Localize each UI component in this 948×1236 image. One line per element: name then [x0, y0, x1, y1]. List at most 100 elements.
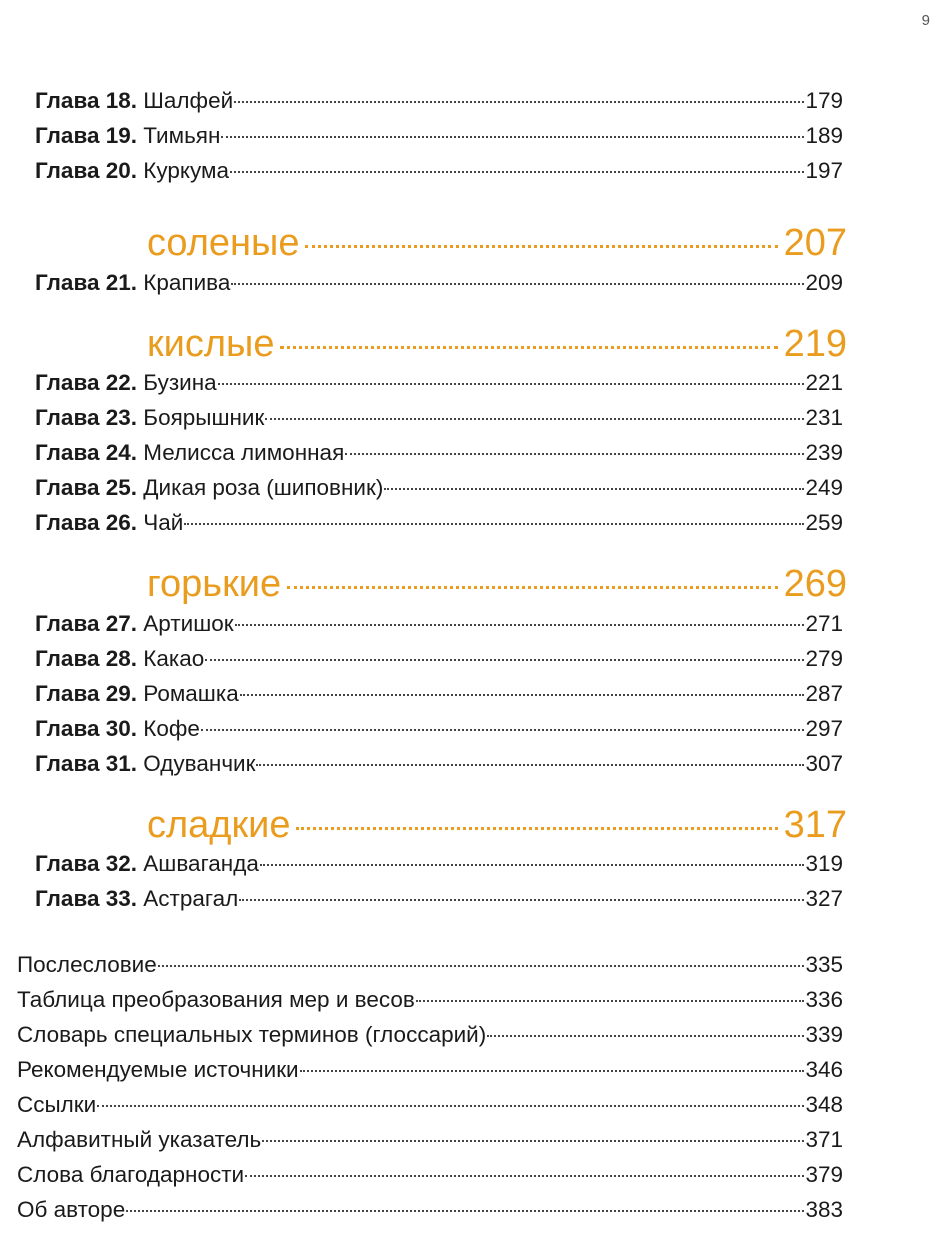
dot-leader [126, 1210, 805, 1212]
chapter-label: Глава 31. [35, 751, 138, 776]
chapter-page: 197 [805, 158, 843, 183]
page-number: 9 [921, 12, 930, 29]
toc-entry-chapter-23[interactable]: Глава 23. Боярышник 231 [35, 405, 843, 431]
dot-leader [200, 729, 805, 731]
entry-page: 339 [805, 1022, 843, 1047]
toc-entry-chapter-32[interactable]: Глава 32. Ашваганда 319 [35, 851, 843, 877]
chapter-label: Глава 28. [35, 646, 138, 671]
chapter-title: Чай [143, 510, 184, 535]
section-heading-bitter[interactable]: горькие 269 [147, 563, 847, 606]
entry-page: 346 [805, 1057, 843, 1082]
chapter-title: Дикая роза (шиповник) [143, 475, 384, 500]
dot-leader [231, 283, 805, 285]
entry-title: Ссылки [17, 1092, 97, 1117]
chapter-title: Ашваганда [143, 851, 259, 876]
toc-entry-chapter-22[interactable]: Глава 22. Бузина 221 [35, 370, 843, 396]
dot-leader [157, 965, 805, 967]
toc-entry-acknowledgements[interactable]: Слова благодарности 379 [17, 1162, 843, 1188]
section-heading-sweet[interactable]: сладкие 317 [147, 804, 847, 847]
dot-leader [384, 488, 805, 490]
section-title: сладкие [147, 804, 291, 846]
toc-entry-chapter-21[interactable]: Глава 21. Крапива 209 [35, 270, 843, 296]
chapter-title: Кофе [143, 716, 200, 741]
dot-leader [415, 1000, 805, 1002]
chapter-label: Глава 20. [35, 158, 138, 183]
entry-title: Рекомендуемые источники [17, 1057, 299, 1082]
toc-entry-chapter-31[interactable]: Глава 31. Одуванчик 307 [35, 751, 843, 777]
section-page: 317 [783, 804, 847, 846]
dot-leader [259, 864, 805, 866]
entry-page: 371 [805, 1127, 843, 1152]
entry-page: 383 [805, 1197, 843, 1222]
toc-entry-about-author[interactable]: Об авторе 383 [17, 1197, 843, 1223]
chapter-title: Шалфей [143, 88, 234, 113]
chapter-page: 287 [805, 681, 843, 706]
chapter-page: 249 [805, 475, 843, 500]
chapter-page: 209 [805, 270, 843, 295]
toc-entry-chapter-26[interactable]: Глава 26. Чай 259 [35, 510, 843, 536]
toc-entry-afterword[interactable]: Послесловие 335 [17, 952, 843, 978]
chapter-page: 319 [805, 851, 843, 876]
chapter-label: Глава 29. [35, 681, 138, 706]
toc-entry-chapter-30[interactable]: Глава 30. Кофе 297 [35, 716, 843, 742]
chapter-page: 279 [805, 646, 843, 671]
dot-leader [299, 1070, 805, 1072]
toc-entry-chapter-27[interactable]: Глава 27. Артишок 271 [35, 611, 843, 637]
toc-entry-chapter-19[interactable]: Глава 19. Тимьян 189 [35, 123, 843, 149]
chapter-title: Куркума [143, 158, 229, 183]
chapter-page: 239 [805, 440, 843, 465]
chapter-page: 297 [805, 716, 843, 741]
chapter-label: Глава 30. [35, 716, 138, 741]
dot-leader [239, 899, 805, 901]
toc-entry-references[interactable]: Ссылки 348 [17, 1092, 843, 1118]
toc-entry-conversion-table[interactable]: Таблица преобразования мер и весов 336 [17, 987, 843, 1013]
section-title: соленые [147, 222, 300, 264]
toc-entry-chapter-33[interactable]: Глава 33. Астрагал 327 [35, 886, 843, 912]
entry-title: Словарь специальных терминов (глоссарий) [17, 1022, 487, 1047]
section-page: 207 [783, 222, 847, 264]
chapter-label: Глава 18. [35, 88, 138, 113]
chapter-title: Боярышник [143, 405, 265, 430]
chapter-title: Бузина [143, 370, 217, 395]
dot-leader [245, 1175, 805, 1177]
chapter-label: Глава 26. [35, 510, 138, 535]
entry-page: 336 [805, 987, 843, 1012]
chapter-title: Ромашка [143, 681, 239, 706]
toc-entry-chapter-28[interactable]: Глава 28. Какао 279 [35, 646, 843, 672]
dot-leader [230, 171, 805, 173]
dot-leader [262, 1140, 805, 1142]
dot-leader [234, 101, 805, 103]
chapter-title: Артишок [143, 611, 234, 636]
chapter-label: Глава 33. [35, 886, 138, 911]
chapter-label: Глава 25. [35, 475, 138, 500]
entry-title: Таблица преобразования мер и весов [17, 987, 415, 1012]
toc-entry-index[interactable]: Алфавитный указатель 371 [17, 1127, 843, 1153]
section-heading-salty[interactable]: соленые 207 [147, 222, 847, 265]
section-page: 269 [783, 563, 847, 605]
toc-entry-chapter-25[interactable]: Глава 25. Дикая роза (шиповник) 249 [35, 475, 843, 501]
section-page: 219 [783, 323, 847, 365]
toc-entry-chapter-29[interactable]: Глава 29. Ромашка 287 [35, 681, 843, 707]
chapter-page: 221 [805, 370, 843, 395]
chapter-page: 271 [805, 611, 843, 636]
toc-entry-chapter-24[interactable]: Глава 24. Мелисса лимонная 239 [35, 440, 843, 466]
dot-leader [296, 827, 778, 830]
dot-leader [234, 624, 805, 626]
chapter-label: Глава 27. [35, 611, 138, 636]
dot-leader [487, 1035, 805, 1037]
section-heading-sour[interactable]: кислые 219 [147, 323, 847, 366]
toc-entry-chapter-20[interactable]: Глава 20. Куркума 197 [35, 158, 843, 184]
entry-title: Слова благодарности [17, 1162, 245, 1187]
entry-page: 348 [805, 1092, 843, 1117]
chapter-label: Глава 24. [35, 440, 138, 465]
chapter-label: Глава 23. [35, 405, 138, 430]
chapter-title: Одуванчик [143, 751, 256, 776]
chapter-label: Глава 32. [35, 851, 138, 876]
chapter-title: Тимьян [143, 123, 221, 148]
entry-title: Послесловие [17, 952, 157, 977]
dot-leader [256, 764, 805, 766]
toc-entry-glossary[interactable]: Словарь специальных терминов (глоссарий)… [17, 1022, 843, 1048]
toc-entry-chapter-18[interactable]: Глава 18. Шалфей 179 [35, 88, 843, 114]
toc-entry-recommended-sources[interactable]: Рекомендуемые источники 346 [17, 1057, 843, 1083]
chapter-page: 179 [805, 88, 843, 113]
